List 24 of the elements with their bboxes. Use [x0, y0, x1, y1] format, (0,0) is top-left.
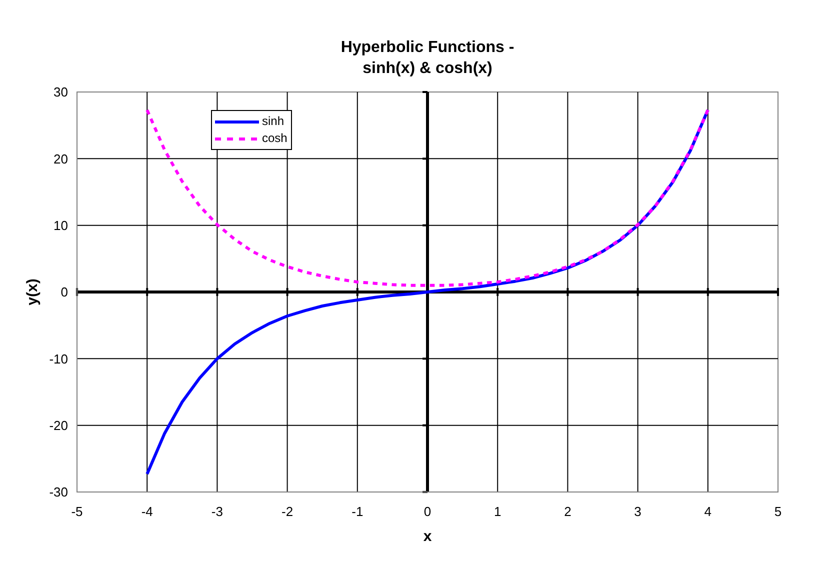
y-tick-label: 10	[54, 218, 68, 233]
y-axis-title: y(x)	[24, 278, 41, 306]
y-tick-label: 0	[60, 284, 68, 300]
x-tick-label: 5	[774, 504, 782, 520]
x-tick-label: 2	[564, 504, 572, 520]
line-series	[146, 108, 710, 287]
x-tick-label: -5	[71, 504, 83, 520]
x-tick-label: -1	[352, 504, 364, 520]
x-tick-label: 4	[704, 504, 712, 520]
x-axis-title: x	[423, 528, 432, 545]
y-tick-label: -30	[49, 484, 68, 500]
x-tick-label: 1	[494, 504, 502, 520]
x-tick-label: -4	[141, 504, 153, 520]
x-tick-label: -2	[282, 504, 294, 520]
chart-title: Hyperbolic Functions - sinh(x) & cosh(x)	[340, 39, 514, 77]
legend-label: cosh	[262, 130, 288, 147]
x-tick-label: 0	[424, 504, 432, 520]
y-tick-label: -10	[49, 351, 68, 366]
legend-label: sinh	[262, 113, 284, 130]
y-tick-label: 20	[54, 151, 68, 166]
y-tick-label: -20	[49, 418, 68, 433]
x-tick-label: -3	[211, 504, 223, 520]
x-tick-label: 3	[634, 504, 642, 520]
y-tick-label: 30	[54, 84, 68, 100]
